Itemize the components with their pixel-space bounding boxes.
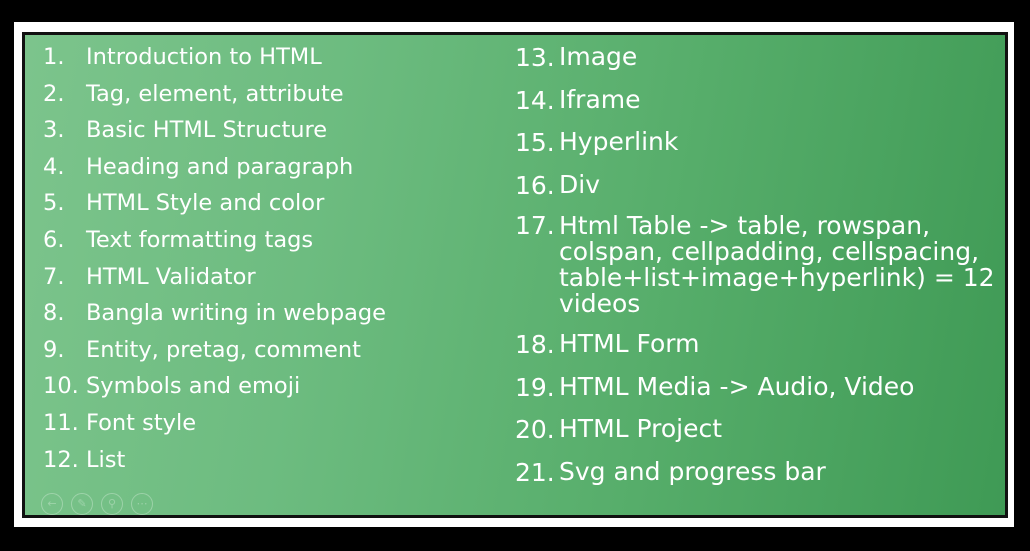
item-number: 18.: [515, 329, 555, 359]
list-item: 21. Svg and progress bar: [515, 456, 995, 488]
item-text: Basic HTML Structure: [86, 117, 328, 144]
item-text: Text formatting tags: [86, 226, 314, 253]
item-text: Tag, element, attribute: [86, 80, 344, 107]
list-item: 14. Iframe: [515, 84, 995, 116]
item-text: Introduction to HTML: [86, 44, 322, 70]
list-item: 3. Basic HTML Structure: [43, 112, 513, 149]
item-number: 10.: [43, 373, 79, 400]
item-text: Symbols and emoji: [86, 373, 301, 400]
item-number: 17.: [515, 211, 555, 241]
item-text: HTML Style and color: [86, 190, 325, 217]
list-item: 15. Hyperlink: [515, 128, 995, 158]
topic-list-right: 13. Image 14. Iframe 15. Hyperlink 16. Div 1…: [515, 39, 995, 500]
item-text: HTML Project: [559, 414, 723, 444]
list-item: 8. Bangla writing in webpage: [43, 295, 513, 332]
item-text: Hyperlink: [559, 127, 679, 157]
list-item: 6. Text formatting tags: [43, 222, 513, 259]
list-item: 20. HTML Project: [515, 415, 995, 445]
list-item: 5. HTML Style and color: [43, 185, 513, 222]
item-text: Html Table -> table, rowspan, colspan, c…: [559, 211, 995, 319]
item-text: Bangla writing in webpage: [86, 300, 387, 327]
list-item: 11. Font style: [43, 405, 513, 442]
item-text: Iframe: [559, 84, 641, 114]
item-text: Font style: [86, 409, 197, 436]
list-item: 10. Symbols and emoji: [43, 368, 513, 405]
item-number: 19.: [515, 372, 555, 402]
item-number: 6.: [43, 226, 65, 253]
slide: 1. Introduction to HTML 2. Tag, element, a…: [22, 32, 1008, 518]
list-item: 13. Image: [515, 43, 995, 73]
item-number: 3.: [43, 117, 65, 144]
item-number: 13.: [515, 43, 555, 72]
item-text: HTML Form: [559, 328, 700, 358]
item-text: HTML Validator: [86, 263, 256, 290]
item-number: 1.: [43, 44, 65, 70]
item-text: Svg and progress bar: [559, 456, 826, 486]
list-item: 9. Entity, pretag, comment: [43, 332, 513, 369]
item-number: 11.: [43, 409, 79, 436]
item-text: Div: [559, 169, 600, 199]
list-item: 17. Html Table -> table, rowspan, colspan…: [515, 213, 995, 317]
list-item: 7. HTML Validator: [43, 259, 513, 296]
pen-icon[interactable]: ✎: [71, 493, 93, 515]
item-number: 21.: [515, 457, 555, 487]
item-text: Entity, pretag, comment: [86, 336, 361, 363]
item-number: 5.: [43, 190, 65, 217]
slideshow-controls: ← ✎ ⚲ ⋯: [41, 493, 153, 515]
item-number: 4.: [43, 153, 65, 180]
item-number: 20.: [515, 415, 555, 445]
list-item: 16. Div: [515, 169, 995, 201]
back-arrow-icon[interactable]: ←: [41, 493, 63, 515]
list-item: 18. HTML Form: [515, 328, 995, 360]
item-text: HTML Media -> Audio, Video: [559, 371, 915, 401]
list-item: 12. List: [43, 442, 513, 479]
item-text: Image: [559, 42, 638, 71]
list-item: 1. Introduction to HTML: [43, 39, 513, 76]
magnifier-icon[interactable]: ⚲: [101, 493, 123, 515]
topic-list-left: 1. Introduction to HTML 2. Tag, element, a…: [43, 39, 513, 478]
item-number: 2.: [43, 80, 65, 107]
item-number: 7.: [43, 263, 65, 290]
item-text: Heading and paragraph: [86, 153, 354, 180]
list-item: 4. Heading and paragraph: [43, 149, 513, 186]
list-item: 19. HTML Media -> Audio, Video: [515, 371, 995, 403]
item-number: 16.: [515, 170, 555, 200]
more-icon[interactable]: ⋯: [131, 493, 153, 515]
item-number: 12.: [43, 446, 79, 473]
item-number: 9.: [43, 336, 65, 363]
list-item: 2. Tag, element, attribute: [43, 76, 513, 113]
item-number: 14.: [515, 85, 555, 115]
item-text: List: [86, 446, 126, 473]
item-number: 15.: [515, 128, 555, 158]
item-number: 8.: [43, 300, 65, 327]
